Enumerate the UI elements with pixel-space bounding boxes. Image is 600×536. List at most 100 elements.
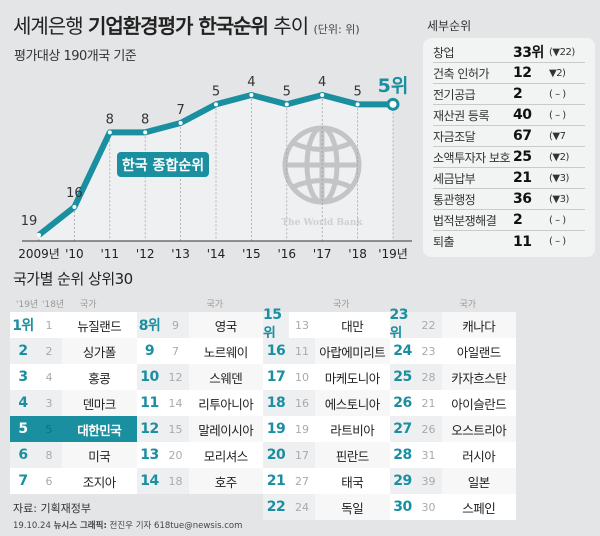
country-cell: 독일 (315, 494, 390, 520)
rank-cell: 25 (389, 364, 416, 390)
rank-cell: 22 (263, 494, 289, 520)
detail-value: 12 (513, 65, 532, 81)
prev-rank-cell: 28 (415, 364, 442, 390)
rank-cell: 10 (136, 364, 163, 390)
detail-name: 건축 인허가 (433, 66, 490, 81)
data-label: 8 (106, 112, 114, 127)
prev-rank-cell: 8 (36, 442, 62, 468)
source: 자료: 기획재정부 (13, 502, 92, 515)
country-cell: 모리셔스 (188, 442, 263, 468)
country-cell: 라트비아 (315, 416, 390, 442)
prev-rank-cell: 9 (162, 312, 189, 338)
detail-value: 67 (513, 128, 532, 144)
detail-value: 21 (513, 170, 532, 186)
detail-value: 11 (513, 233, 532, 250)
rank-cell: 11 (136, 390, 163, 416)
rank-cell: 26 (389, 390, 416, 416)
detail-value: 36 (513, 191, 532, 207)
rank-cell: 9 (136, 338, 163, 364)
x-tick-label: '10 (65, 247, 84, 261)
rank-cell: 29 (389, 468, 416, 494)
rank-cell: 28 (389, 442, 416, 468)
detail-name: 퇴출 (433, 235, 455, 249)
data-label: 4 (318, 75, 326, 90)
country-cell: 아이슬란드 (441, 390, 516, 416)
prev-rank-cell: 39 (415, 468, 442, 494)
rank-cell: 4 (10, 390, 36, 416)
country-cell: 리투아니아 (188, 390, 263, 416)
data-label: 8 (141, 112, 149, 127)
data-label: 7 (176, 103, 184, 118)
rank-cell: 16 (263, 338, 289, 364)
prev-rank-cell: 31 (415, 442, 442, 468)
rank-cell: 15위 (263, 307, 289, 342)
detail-name: 창업 (433, 45, 455, 60)
prev-rank-cell: 27 (289, 468, 315, 494)
prev-rank-cell: 4 (36, 364, 62, 390)
data-point (284, 102, 289, 107)
prev-rank-cell: 26 (415, 416, 442, 442)
prev-rank-cell: 21 (415, 390, 442, 416)
detail-change: (▼2) (549, 151, 569, 163)
prev-rank-cell: 12 (162, 364, 189, 390)
detail-row: 전기공급 2 ( – ) (433, 84, 585, 105)
credit-author: 전진우 기자 618tue@newsis.com (109, 521, 243, 531)
data-point (320, 93, 325, 97)
country-cell: 스웨덴 (188, 364, 263, 390)
country-cell: 일본 (441, 468, 516, 494)
title-part1: 세계은행 (13, 14, 88, 38)
rank-cell: 2 (10, 338, 36, 364)
country-cell: 싱가폴 (62, 338, 137, 364)
header-country: 국가 (333, 300, 350, 310)
prev-rank-cell: 7 (162, 338, 189, 364)
header-18: '18년 (42, 300, 65, 310)
x-tick-label: '16 (278, 247, 297, 261)
data-point (355, 102, 360, 107)
detail-change: (▼22) (549, 46, 575, 58)
detail-name: 법적분쟁해결 (433, 213, 497, 228)
title-part2: 기업환경평가 한국순위 (87, 14, 269, 38)
detail-row: 건축 인허가 12 ▼2) (433, 63, 585, 84)
prev-rank-cell: 16 (289, 390, 315, 416)
detail-row: 퇴출 11 ( – ) (433, 231, 585, 252)
detail-change: ▼2) (549, 67, 566, 79)
country-cell: 태국 (315, 468, 390, 494)
detail-change: ( – ) (549, 109, 566, 121)
detail-value: 2 (513, 212, 523, 228)
rank-cell: 30 (389, 494, 416, 520)
detail-name: 세금납부 (433, 171, 476, 186)
rank-cell: 1위 (10, 312, 36, 338)
header-country: 국가 (459, 300, 477, 310)
rank-cell: 27 (389, 416, 416, 442)
rank-cell: 24 (389, 338, 416, 364)
country-cell: 핀란드 (315, 442, 390, 468)
data-point (143, 130, 148, 135)
data-label: 16 (66, 186, 83, 201)
rank-cell: 12 (136, 416, 163, 442)
country-cell: 조지아 (62, 468, 137, 494)
rank-cell: 8위 (136, 312, 163, 338)
rank-cell: 13 (136, 442, 163, 468)
prev-rank-cell: 11 (289, 338, 315, 364)
country-cell: 아랍에미리트 (315, 338, 390, 364)
rank-cell: 18 (263, 390, 289, 416)
ranking-title: 국가별 순위 상위30 (13, 270, 133, 288)
header-country: 국가 (206, 300, 224, 310)
country-cell: 노르웨이 (188, 338, 263, 364)
prev-rank-cell: 19 (289, 416, 315, 442)
rank-cell: 3 (10, 364, 36, 390)
country-cell: 대한민국 (62, 416, 137, 442)
country-cell: 뉴질랜드 (62, 312, 137, 338)
prev-rank-cell: 10 (289, 364, 315, 390)
detail-name: 재산권 등록 (433, 108, 490, 123)
x-tick-label: '17 (313, 247, 332, 261)
prev-rank-cell: 17 (289, 442, 315, 468)
header-19: '19년 (16, 300, 39, 310)
data-label: 5 (212, 84, 220, 99)
data-point (107, 130, 112, 135)
rank-cell: 7 (10, 468, 36, 494)
data-point (37, 232, 41, 237)
prev-rank-cell: 15 (162, 416, 189, 442)
detail-value: 2 (513, 86, 523, 102)
prev-rank-cell: 22 (415, 312, 442, 338)
